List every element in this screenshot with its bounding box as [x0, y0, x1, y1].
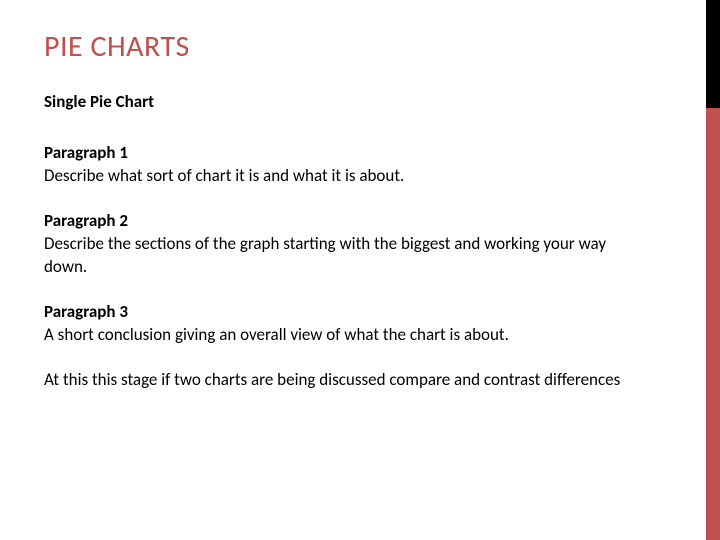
paragraph-label: Paragraph 2 [44, 210, 676, 233]
footer-text: At this this stage if two charts are bei… [44, 369, 624, 392]
paragraph-block: Paragraph 3 A short conclusion giving an… [44, 301, 676, 347]
accent-bar [706, 0, 720, 540]
footer-note: At this this stage if two charts are bei… [44, 369, 676, 392]
slide-title: PIE CHARTS [44, 28, 676, 65]
accent-bar-bottom [706, 108, 720, 540]
paragraph-label: Paragraph 1 [44, 142, 676, 165]
paragraph-block: Paragraph 1 Describe what sort of chart … [44, 142, 676, 188]
slide-subtitle: Single Pie Chart [44, 91, 676, 112]
paragraph-body: A short conclusion giving an overall vie… [44, 324, 624, 347]
accent-bar-top [706, 0, 720, 108]
paragraph-label: Paragraph 3 [44, 301, 676, 324]
slide-content: PIE CHARTS Single Pie Chart Paragraph 1 … [0, 0, 720, 392]
paragraph-body: Describe what sort of chart it is and wh… [44, 165, 624, 188]
paragraph-body: Describe the sections of the graph start… [44, 233, 624, 279]
paragraph-block: Paragraph 2 Describe the sections of the… [44, 210, 676, 279]
